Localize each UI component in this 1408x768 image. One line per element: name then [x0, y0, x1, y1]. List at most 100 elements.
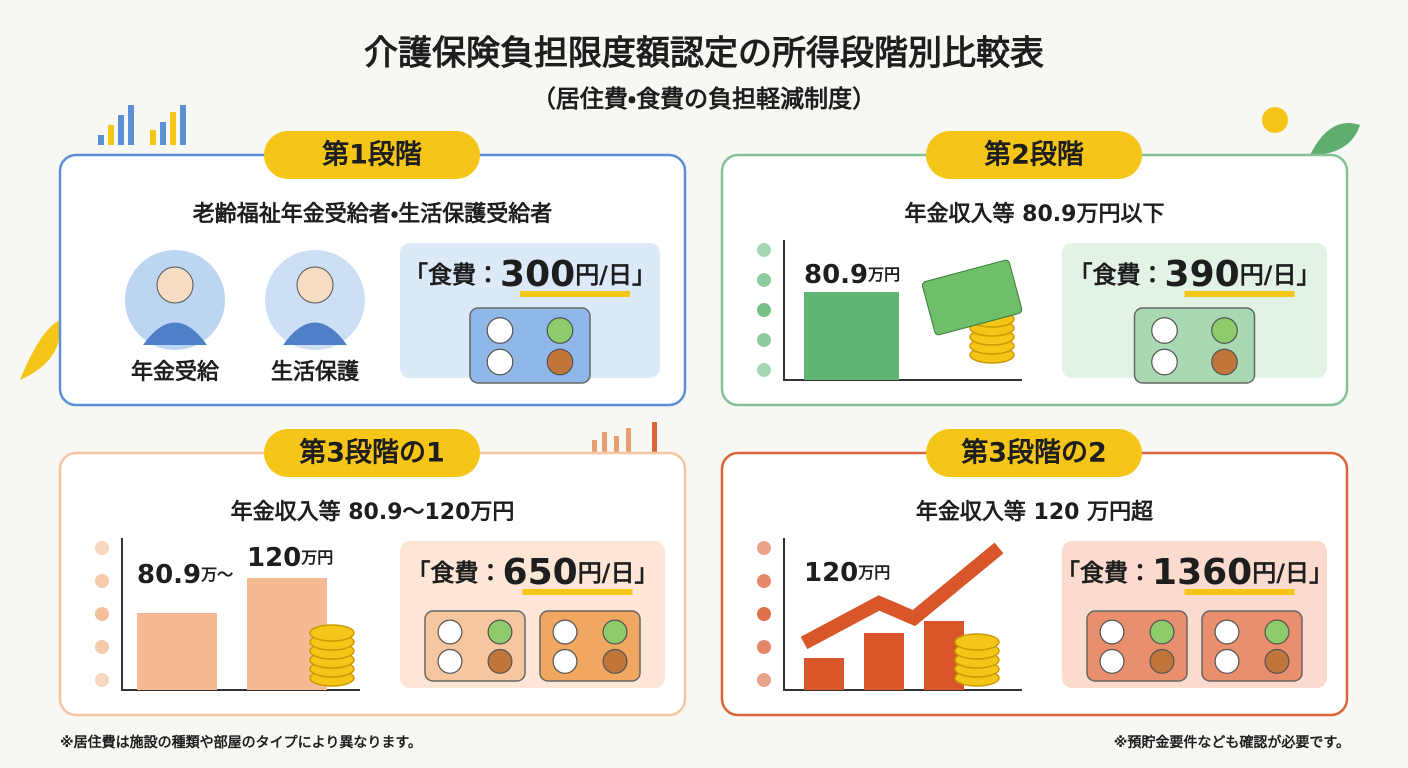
dish	[486, 348, 514, 376]
badge-label: 第1段階	[322, 139, 422, 171]
food-tray	[1086, 610, 1188, 682]
dish	[1211, 317, 1238, 344]
chart-number: 120	[804, 558, 858, 588]
dish	[602, 619, 628, 645]
food-suffix: 円/日」	[575, 261, 656, 289]
card-description: 年金収入等 80.9万円以下	[905, 201, 1165, 227]
food-price: 「食費：1360円/日」	[1056, 552, 1333, 593]
dish	[1211, 348, 1238, 376]
food-amount: 1360	[1152, 552, 1252, 593]
underline	[520, 291, 630, 297]
dish	[1099, 619, 1125, 645]
dish	[1149, 619, 1175, 645]
chart-number: 80.9	[137, 560, 201, 590]
food-tray	[1133, 307, 1256, 384]
dot	[757, 541, 771, 555]
food-tray	[469, 307, 591, 384]
avatar-body	[283, 322, 347, 345]
footnote: ※居住費は施設の種類や部屋のタイプにより異なります。	[60, 734, 422, 751]
chart-label: 80.9万～	[137, 560, 233, 590]
card: 第3段階の1 年金収入等 80.9～120万円「食費：650円/日」 80.9万～ 1…	[58, 429, 687, 717]
food-suffix: 円/日」	[1252, 559, 1333, 587]
decor-bars	[98, 105, 186, 145]
dot	[95, 673, 109, 687]
dish	[437, 648, 463, 674]
food-price: 「食費：300円/日」	[404, 254, 656, 295]
dish	[1264, 619, 1290, 645]
icon-label: 年金受給	[131, 359, 220, 385]
badge	[264, 131, 480, 179]
chart-unit: 万円	[857, 563, 890, 582]
card: 第3段階の2 年金収入等 120 万円超「食費：1360円/日」 120万円	[720, 429, 1349, 717]
dish	[552, 619, 578, 645]
dish	[1214, 619, 1240, 645]
dot	[757, 673, 771, 687]
food-price: 「食費：390円/日」	[1069, 254, 1321, 295]
trend-arrow	[800, 542, 1004, 650]
dish	[1149, 648, 1175, 674]
axis	[783, 240, 1022, 381]
decor-leaf	[1310, 123, 1360, 155]
badge	[264, 429, 480, 477]
avatar-head	[296, 266, 334, 304]
badge-label: 第3段階の2	[961, 437, 1107, 469]
bar	[804, 292, 899, 380]
dot	[757, 303, 771, 317]
decor-leaf	[20, 320, 61, 380]
dot	[757, 333, 771, 347]
dot	[95, 607, 109, 621]
food-prefix: 「食費：	[1056, 559, 1152, 587]
avatar-head	[156, 266, 194, 304]
food-tray	[1201, 610, 1303, 682]
bar	[137, 613, 217, 690]
dot	[757, 607, 771, 621]
subtitle: （居住費・食費の負担軽減制度）	[532, 85, 876, 113]
decor-coin	[1262, 107, 1288, 133]
coin	[309, 624, 355, 642]
chart-label: 80.9万円	[804, 260, 900, 290]
food-amount: 650	[503, 552, 578, 593]
dish	[487, 619, 513, 645]
food-prefix: 「食費：	[404, 261, 500, 289]
dish	[1099, 648, 1125, 674]
card-description: 老齢福祉年金受給者・生活保護受給者	[192, 201, 552, 227]
bar	[804, 658, 844, 690]
dot	[95, 574, 109, 588]
dish	[552, 648, 578, 674]
dot	[95, 640, 109, 654]
chart-unit: 万円	[867, 265, 900, 284]
food-suffix: 円/日」	[578, 559, 659, 587]
bill	[921, 259, 1023, 336]
dish	[602, 648, 628, 674]
title: 介護保険負担限度額認定の所得段階別比較表	[364, 34, 1044, 74]
chart-label: 120万円	[804, 558, 890, 588]
food-amount: 390	[1165, 254, 1240, 295]
food-prefix: 「食費：	[407, 559, 503, 587]
food-price: 「食費：650円/日」	[407, 552, 659, 593]
decor-bars-orange	[592, 422, 657, 452]
underline	[1184, 589, 1295, 595]
dish	[486, 317, 514, 344]
bar	[864, 633, 904, 690]
dot	[757, 640, 771, 654]
food-prefix: 「食費：	[1069, 261, 1165, 289]
underline	[522, 589, 633, 595]
dot	[95, 541, 109, 555]
badge	[926, 429, 1142, 477]
dish	[1151, 317, 1178, 344]
dot	[757, 243, 771, 257]
chart-unit: 万円	[300, 548, 333, 567]
chart-number: 80.9	[804, 260, 868, 290]
badge-label: 第2段階	[984, 139, 1084, 171]
icon-label: 生活保護	[271, 360, 360, 385]
footnote: ※預貯金要件なども確認が必要です。	[1114, 734, 1350, 751]
dish	[546, 348, 574, 376]
card-description: 年金収入等 120 万円超	[916, 499, 1154, 525]
food-suffix: 円/日」	[1240, 261, 1321, 289]
dish	[1214, 648, 1240, 674]
